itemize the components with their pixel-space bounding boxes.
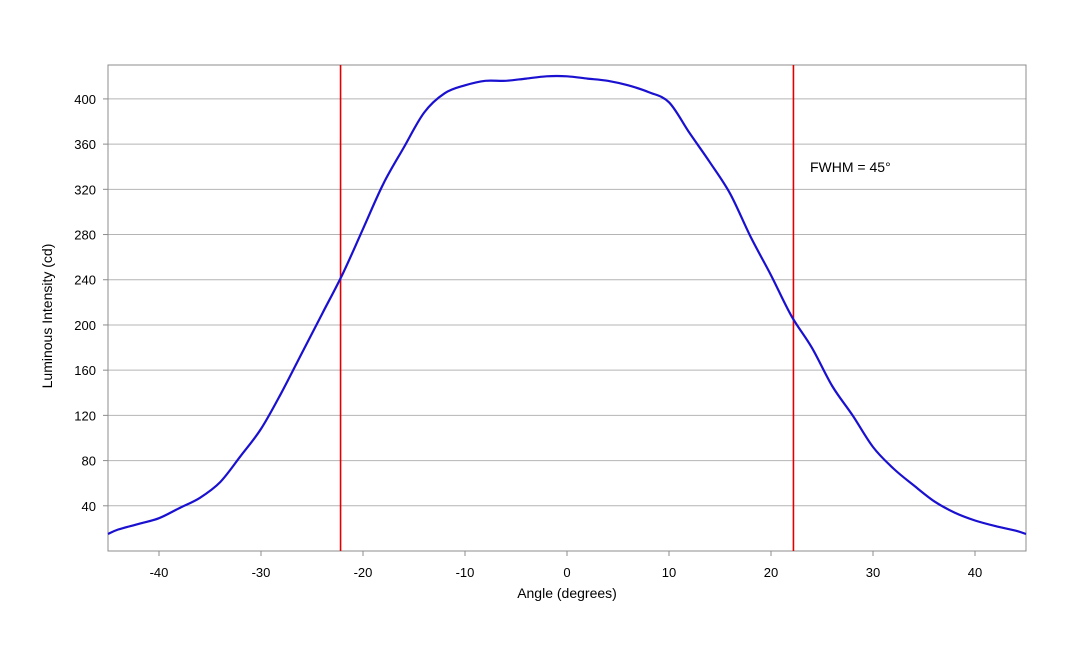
y-tick-label-320: 320 — [74, 182, 96, 197]
y-tick-label-280: 280 — [74, 228, 96, 243]
y-tick-label-120: 120 — [74, 408, 96, 423]
y-tick-label-400: 400 — [74, 92, 96, 107]
x-axis-title: Angle (degrees) — [517, 585, 617, 601]
x-tick-labels: -40 -30 -20 -10 0 10 20 30 40 — [150, 551, 982, 580]
grid-lines — [108, 98, 1026, 507]
x-tick-label--10: -10 — [456, 565, 475, 580]
y-tick-label-160: 160 — [74, 363, 96, 378]
y-axis-title: Luminous Intensity (cd) — [39, 244, 55, 389]
y-tick-labels: 40 80 120 160 200 240 280 320 360 400 — [74, 92, 108, 514]
y-tick-label-80: 80 — [82, 454, 96, 469]
y-tick-label-240: 240 — [74, 273, 96, 288]
x-tick-label-40: 40 — [968, 565, 982, 580]
x-tick-label-10: 10 — [662, 565, 676, 580]
x-tick-label--30: -30 — [252, 565, 271, 580]
x-tick-label-0: 0 — [563, 565, 570, 580]
y-tick-label-200: 200 — [74, 318, 96, 333]
marker-lines — [339, 65, 795, 551]
x-tick-label-30: 30 — [866, 565, 880, 580]
x-tick-label-20: 20 — [764, 565, 778, 580]
x-tick-label--40: -40 — [150, 565, 169, 580]
plot-frame — [107, 64, 1027, 552]
fwhm-annotation: FWHM = 45° — [810, 159, 891, 175]
y-tick-label-40: 40 — [82, 499, 96, 514]
x-tick-label--20: -20 — [354, 565, 373, 580]
intensity-curve — [107, 74, 1027, 536]
y-tick-label-360: 360 — [74, 137, 96, 152]
